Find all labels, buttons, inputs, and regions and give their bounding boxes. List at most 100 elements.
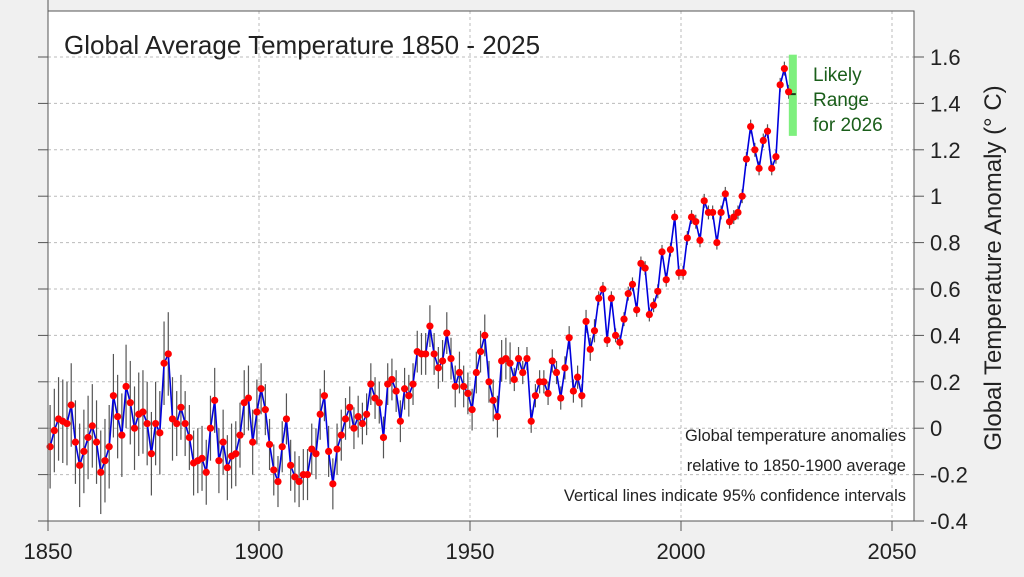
data-point	[742, 155, 751, 163]
data-point	[206, 424, 215, 432]
data-point	[325, 447, 333, 455]
data-point	[751, 146, 759, 154]
data-point	[265, 440, 274, 449]
data-point	[683, 234, 691, 242]
data-point	[261, 406, 269, 414]
data-point	[662, 276, 670, 284]
data-point	[519, 368, 527, 377]
data-point	[143, 419, 151, 428]
data-point	[156, 429, 164, 437]
data-point	[371, 394, 379, 402]
data-point	[616, 338, 624, 346]
data-point	[164, 350, 172, 358]
data-point	[641, 264, 649, 272]
chart-title: Global Average Temperature 1850 - 2025	[64, 30, 540, 60]
data-point	[219, 438, 227, 446]
data-point	[405, 392, 413, 400]
data-point	[776, 81, 784, 89]
y-tick-label: 1	[930, 184, 942, 209]
likely-range-label-2: Range	[813, 90, 869, 111]
data-point	[274, 477, 282, 486]
data-point	[67, 401, 75, 409]
data-point	[595, 294, 603, 302]
x-tick-label: 1900	[235, 539, 284, 564]
likely-range-label-3: for 2026	[813, 115, 883, 136]
data-point	[363, 410, 371, 418]
data-point	[257, 385, 265, 393]
data-point	[738, 192, 746, 200]
data-point	[97, 468, 105, 476]
data-point	[493, 413, 502, 421]
data-point	[561, 364, 569, 372]
data-point	[295, 477, 303, 486]
data-point	[527, 417, 535, 425]
y-tick-label: -0.4	[930, 509, 968, 534]
data-point	[709, 208, 717, 217]
data-point	[607, 294, 615, 302]
data-point	[502, 355, 510, 363]
data-point	[114, 413, 122, 421]
data-point	[312, 450, 320, 458]
data-point	[763, 127, 772, 135]
data-point	[649, 301, 658, 309]
data-point	[671, 213, 679, 221]
data-point	[464, 389, 472, 397]
data-point	[772, 153, 780, 161]
y-tick-label: -0.2	[930, 463, 968, 488]
data-point	[223, 464, 231, 472]
data-point	[147, 450, 155, 458]
data-point	[725, 218, 734, 226]
data-point	[152, 419, 160, 428]
plot-frame	[47, 10, 915, 522]
data-point	[679, 269, 687, 277]
data-point	[287, 461, 295, 469]
data-point	[316, 410, 324, 418]
x-tick-label: 2000	[657, 539, 706, 564]
y-tick-label: 0	[930, 416, 942, 441]
data-point	[451, 382, 459, 391]
x-tick-label: 2050	[868, 539, 917, 564]
likely-range-label-1: Likely	[813, 65, 862, 86]
data-point	[240, 399, 248, 407]
data-point	[434, 364, 442, 372]
annotation-line-1: Global temperature anomalies	[685, 427, 906, 445]
data-point	[50, 426, 58, 435]
data-point	[409, 380, 417, 388]
annotation-line-3: Vertical lines indicate 95% confidence i…	[564, 487, 906, 505]
data-point	[101, 457, 109, 465]
data-point	[730, 213, 738, 221]
data-point	[249, 438, 257, 446]
x-tick-label: 1850	[24, 539, 73, 564]
data-point	[63, 419, 71, 428]
data-point	[303, 471, 312, 479]
data-point	[173, 419, 181, 428]
data-point	[721, 190, 729, 198]
data-point	[130, 424, 139, 432]
data-point	[476, 348, 485, 356]
data-point	[759, 136, 767, 145]
data-point	[747, 123, 755, 131]
data-point	[540, 378, 548, 386]
data-point	[426, 322, 434, 330]
y-tick-label: 0.4	[930, 323, 961, 348]
data-point	[658, 248, 666, 256]
data-point	[333, 445, 341, 453]
data-point	[105, 443, 113, 451]
data-point	[438, 357, 447, 365]
data-point	[692, 218, 700, 226]
data-point	[506, 359, 514, 367]
data-point	[244, 394, 253, 402]
data-point	[624, 290, 632, 298]
data-point	[582, 317, 590, 326]
data-point	[337, 431, 345, 439]
data-point	[185, 433, 193, 442]
data-point	[734, 208, 742, 217]
data-point	[696, 236, 704, 244]
data-point	[139, 408, 147, 416]
data-point	[211, 396, 219, 404]
data-point	[354, 413, 362, 421]
data-point	[645, 310, 653, 319]
data-point	[472, 368, 480, 377]
data-point	[548, 357, 556, 365]
